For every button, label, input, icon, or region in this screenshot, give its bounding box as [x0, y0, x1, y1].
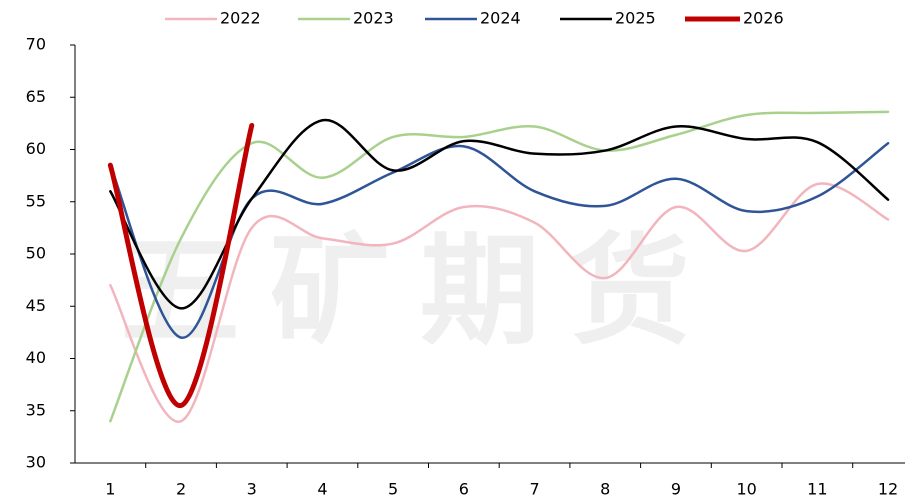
x-tick-label: 4 — [317, 480, 327, 499]
legend-label: 2025 — [615, 9, 656, 28]
y-tick-label: 45 — [26, 296, 46, 315]
x-tick-label: 6 — [459, 480, 469, 499]
x-tick-label: 12 — [878, 480, 898, 499]
line-series — [109, 182, 890, 423]
line-series — [107, 122, 255, 408]
legend-label: 2022 — [220, 9, 261, 28]
x-tick-label: 11 — [807, 480, 827, 499]
y-tick-label: 70 — [26, 35, 46, 54]
legend-label: 2023 — [353, 9, 394, 28]
y-tick-label: 60 — [26, 139, 46, 158]
x-tick-label: 10 — [736, 480, 756, 499]
legend-label: 2024 — [480, 9, 521, 28]
x-tick-label: 2 — [176, 480, 186, 499]
y-tick-label: 30 — [26, 453, 46, 472]
y-tick-label: 35 — [26, 400, 46, 419]
line-series — [109, 110, 890, 423]
x-tick-label: 7 — [529, 480, 539, 499]
legend-label: 2026 — [743, 9, 784, 28]
x-tick-label: 9 — [671, 480, 681, 499]
x-tick-label: 8 — [600, 480, 610, 499]
y-tick-label: 65 — [26, 87, 46, 106]
x-tick-label: 3 — [247, 480, 257, 499]
y-tick-label: 55 — [26, 191, 46, 210]
x-tick-label: 5 — [388, 480, 398, 499]
x-tick-label: 1 — [105, 480, 115, 499]
line-series — [109, 118, 890, 310]
y-tick-label: 50 — [26, 244, 46, 263]
line-series — [109, 141, 890, 339]
y-tick-label: 40 — [26, 348, 46, 367]
